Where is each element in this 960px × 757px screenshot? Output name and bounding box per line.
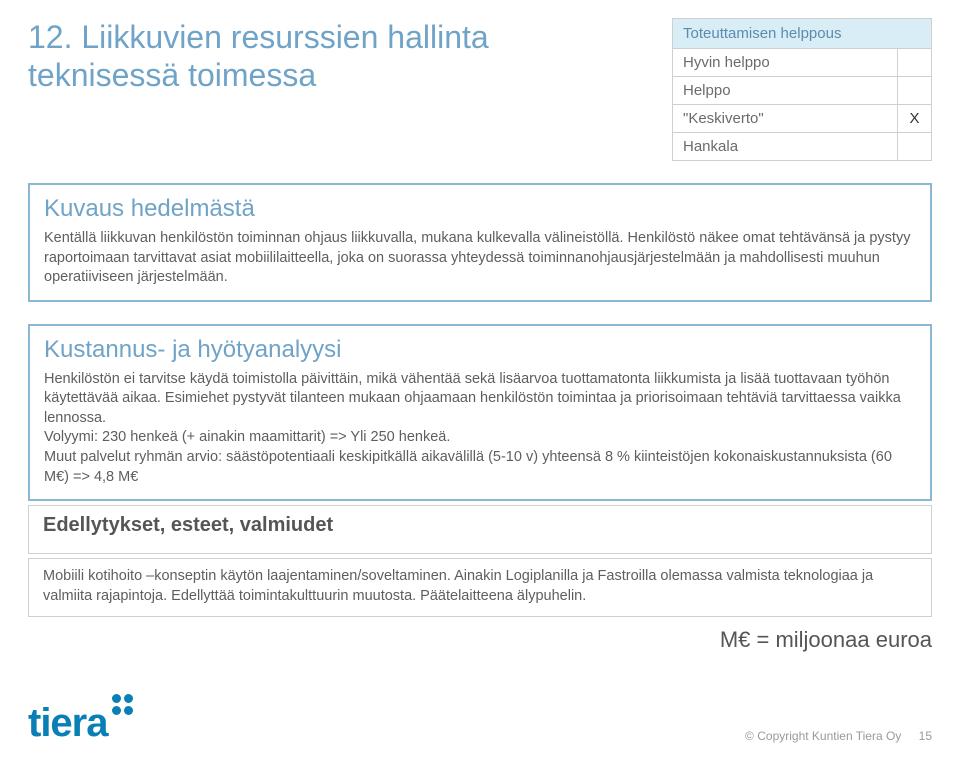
page-number: 15 (919, 729, 932, 743)
analysis-section: Kustannus- ja hyötyanalyysi Henkilöstön … (28, 324, 932, 618)
ease-mark (898, 49, 932, 77)
logo-dots-icon (112, 694, 133, 715)
ease-row: Hyvin helppo (673, 49, 932, 77)
ease-row: "Keskiverto" X (673, 105, 932, 133)
ease-row: Hankala (673, 133, 932, 161)
page-title: 12. Liikkuvien resurssien hallinta tekni… (28, 18, 648, 95)
footer-note: M€ = miljoonaa euroa (28, 627, 932, 653)
slide-page: 12. Liikkuvien resurssien hallinta tekni… (0, 0, 960, 757)
ease-mark: X (898, 105, 932, 133)
ease-header-row: Toteuttamisen helppous (673, 19, 932, 49)
ease-table: Toteuttamisen helppous Hyvin helppo Help… (672, 18, 932, 161)
description-heading: Kuvaus hedelmästä (44, 195, 916, 223)
copyright: © Copyright Kuntien Tiera Oy 15 (745, 729, 932, 743)
copyright-text: © Copyright Kuntien Tiera Oy (745, 729, 901, 743)
ease-mark (898, 133, 932, 161)
prereq-heading-box: Edellytykset, esteet, valmiudet (28, 505, 932, 554)
description-section: Kuvaus hedelmästä Kentällä liikkuvan hen… (28, 183, 932, 302)
logo: tiera (28, 694, 133, 739)
ease-mark (898, 77, 932, 105)
prereq-heading: Edellytykset, esteet, valmiudet (43, 514, 917, 537)
analysis-heading: Kustannus- ja hyötyanalyysi (44, 336, 916, 364)
ease-label: Hankala (673, 133, 898, 161)
ease-row: Helppo (673, 77, 932, 105)
prereq-text: Mobiili kotihoito –konseptin käytön laaj… (43, 567, 917, 606)
description-text: Kentällä liikkuvan henkilöstön toiminnan… (44, 229, 916, 288)
prereq-text-box: Mobiili kotihoito –konseptin käytön laaj… (28, 558, 932, 617)
description-heading-box: Kuvaus hedelmästä Kentällä liikkuvan hen… (28, 183, 932, 302)
ease-label: "Keskiverto" (673, 105, 898, 133)
header-row: 12. Liikkuvien resurssien hallinta tekni… (28, 18, 932, 161)
logo-text: tiera (28, 707, 108, 739)
ease-label: Helppo (673, 77, 898, 105)
analysis-text: Henkilöstön ei tarvitse käydä toimistoll… (44, 370, 916, 487)
ease-label: Hyvin helppo (673, 49, 898, 77)
ease-header: Toteuttamisen helppous (673, 19, 932, 49)
analysis-box: Kustannus- ja hyötyanalyysi Henkilöstön … (28, 324, 932, 501)
